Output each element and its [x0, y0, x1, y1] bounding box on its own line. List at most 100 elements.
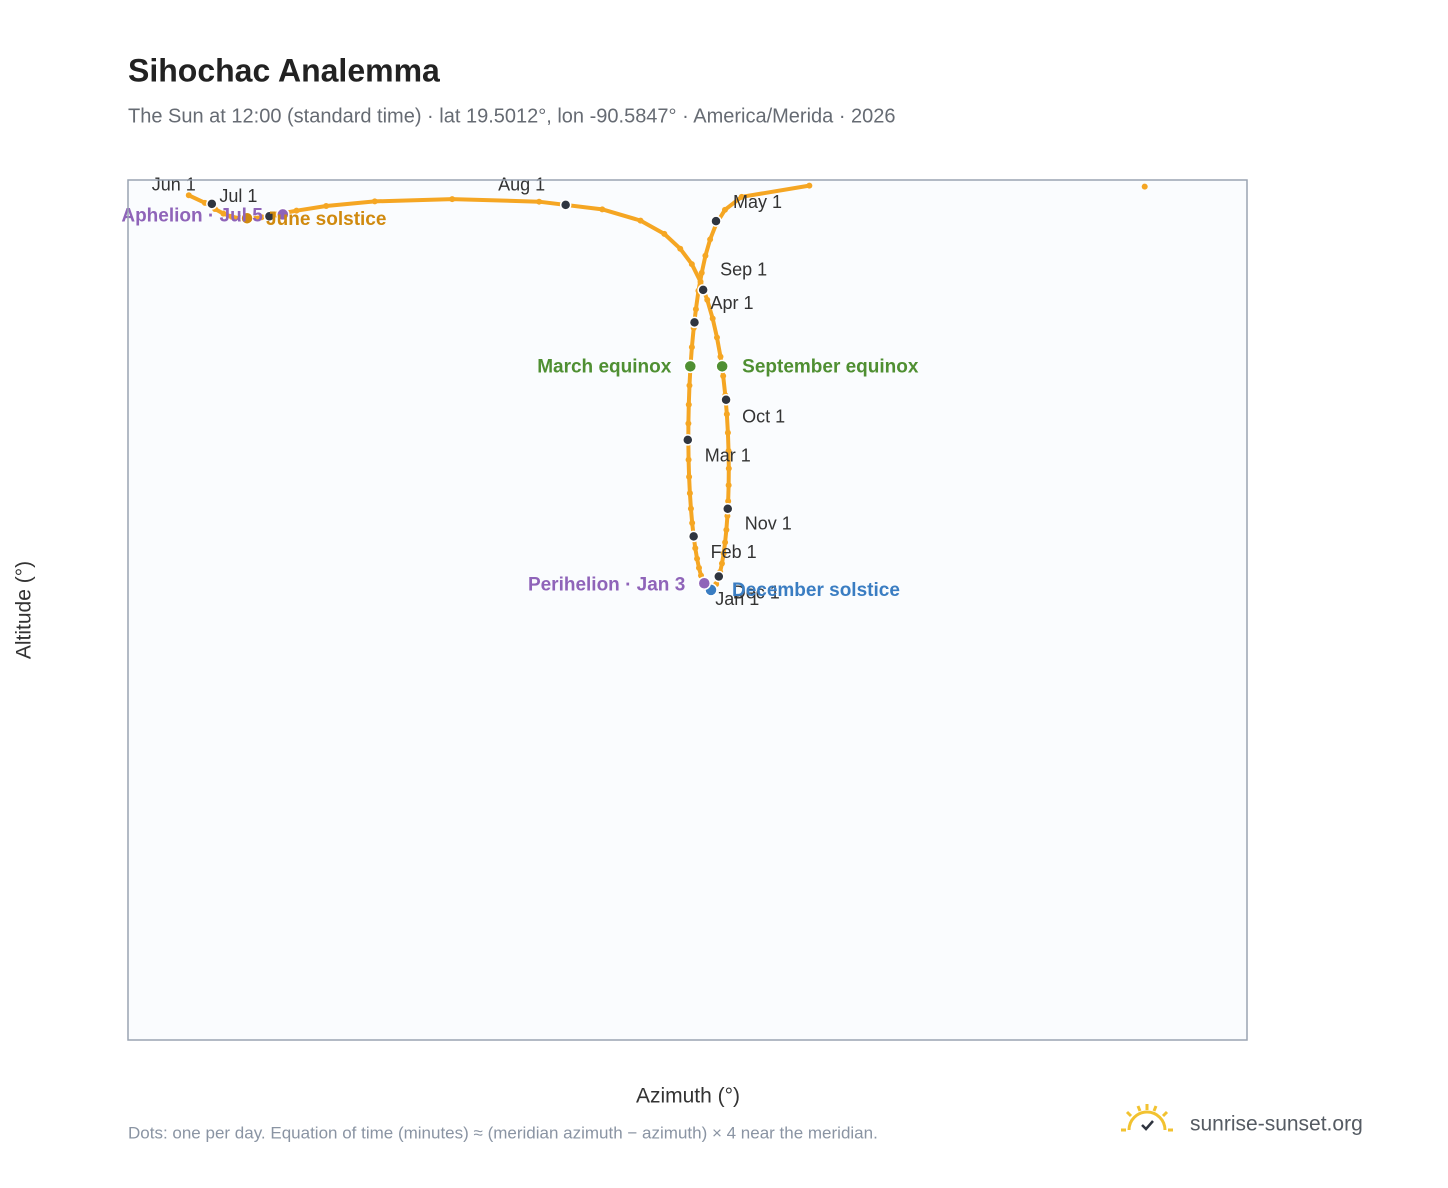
event-marker — [683, 359, 698, 374]
date-marker — [559, 199, 572, 211]
day-dot — [677, 245, 684, 252]
event-label: March equinox — [537, 356, 672, 377]
logo-check — [1141, 1120, 1154, 1131]
day-dot — [258, 214, 265, 221]
brand-name: sunrise-sunset.org — [1190, 1113, 1363, 1136]
date-marker — [720, 394, 732, 406]
day-dot — [686, 490, 693, 497]
date-label: Aug 1 — [498, 175, 545, 195]
logo-sun — [1127, 1110, 1167, 1131]
day-dot — [697, 278, 704, 285]
day-dot — [692, 306, 699, 313]
day-dot — [686, 382, 693, 389]
x-axis-title: Azimuth (°) — [636, 1085, 740, 1108]
logo-ray — [1161, 1110, 1169, 1118]
day-dot — [718, 560, 725, 567]
day-dot — [722, 539, 729, 546]
day-dot — [717, 353, 724, 360]
day-dot — [323, 202, 330, 209]
logo-ray — [1136, 1105, 1142, 1112]
day-dot — [688, 344, 695, 351]
plot-area — [128, 180, 1247, 1040]
date-marker — [682, 434, 694, 446]
date-label: Jun 1 — [152, 175, 196, 195]
date-label: Feb 1 — [711, 542, 757, 562]
event-label: Perihelion · Jan 3 — [528, 574, 685, 595]
day-dot — [685, 401, 692, 408]
date-label: Sep 1 — [720, 260, 767, 280]
chart-subtitle: The Sun at 12:00 (standard time) · lat 1… — [128, 105, 896, 127]
day-dot — [806, 182, 813, 189]
day-dot — [725, 465, 732, 472]
brand-logo — [1121, 1104, 1173, 1132]
date-label: Dec 1 — [733, 582, 780, 602]
logo-ray — [1152, 1105, 1158, 1112]
day-dot — [688, 261, 695, 268]
date-marker — [721, 502, 734, 515]
date-marker — [206, 198, 218, 210]
day-dot — [724, 512, 731, 519]
day-dot — [723, 411, 730, 418]
day-dot — [698, 269, 705, 276]
day-dot — [371, 198, 378, 205]
day-dot — [709, 315, 716, 322]
footnote: Dots: one per day. Equation of time (min… — [128, 1123, 878, 1142]
date-marker — [710, 215, 722, 227]
day-dot — [725, 447, 732, 454]
day-dot — [725, 498, 732, 505]
day-dot — [685, 420, 692, 427]
day-dot — [692, 545, 699, 552]
plot-frame — [127, 179, 1248, 1041]
event-marker — [715, 359, 729, 374]
date-label: Oct 1 — [742, 407, 785, 427]
day-dot — [694, 555, 701, 562]
day-dot — [725, 482, 732, 489]
day-dot — [702, 252, 709, 259]
day-dot — [685, 456, 692, 463]
date-marker — [687, 530, 700, 543]
day-dot — [724, 429, 731, 436]
event-label: September equinox — [742, 356, 919, 377]
event-marker — [240, 211, 254, 225]
day-dot — [695, 564, 702, 571]
date-marker — [713, 570, 725, 583]
day-dot — [689, 519, 696, 526]
day-dot — [686, 473, 693, 480]
day-dot — [536, 198, 543, 205]
day-dot — [707, 236, 714, 243]
day-dot — [723, 526, 730, 533]
day-dot — [228, 213, 235, 220]
day-dot — [720, 372, 727, 379]
date-marker — [697, 284, 709, 296]
day-dot — [293, 207, 300, 214]
date-label: Apr 1 — [710, 293, 753, 313]
day-dot — [220, 210, 227, 217]
date-label: Nov 1 — [745, 513, 792, 533]
event-marker — [697, 576, 712, 590]
event-label: Aphelion · Jul 5 — [121, 205, 263, 226]
date-label: Mar 1 — [705, 446, 751, 466]
y-axis-title: Altitude (°) — [13, 561, 36, 659]
day-dot — [599, 206, 606, 213]
day-dot — [704, 296, 711, 303]
date-label: May 1 — [733, 192, 782, 212]
day-dot — [637, 217, 644, 224]
event-label: December solstice — [732, 580, 900, 601]
logo-ray — [1125, 1110, 1133, 1118]
date-marker — [688, 316, 701, 329]
date-label: Jul 1 — [219, 186, 257, 206]
day-dot — [1141, 183, 1148, 190]
day-dot — [687, 505, 694, 512]
day-dot — [721, 206, 728, 213]
date-label: Jan 1 — [715, 589, 759, 609]
data-layer — [185, 182, 1148, 597]
day-dot — [449, 196, 456, 203]
day-dot — [738, 193, 745, 200]
event-marker — [276, 207, 290, 222]
date-marker — [263, 210, 276, 223]
event-label: June solstice — [266, 209, 386, 230]
chart-title: Sihochac Analemma — [128, 52, 440, 88]
day-dot — [185, 192, 192, 199]
